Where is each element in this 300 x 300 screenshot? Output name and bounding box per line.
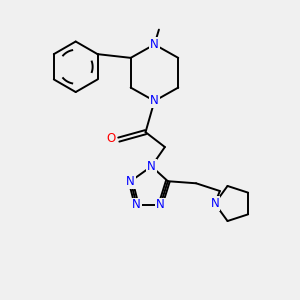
Text: N: N (147, 160, 156, 173)
Text: N: N (150, 94, 159, 107)
Text: O: O (107, 132, 116, 145)
Text: N: N (150, 38, 159, 51)
Text: N: N (156, 199, 165, 212)
Text: N: N (210, 197, 219, 210)
Text: N: N (126, 175, 135, 188)
Text: N: N (132, 199, 141, 212)
